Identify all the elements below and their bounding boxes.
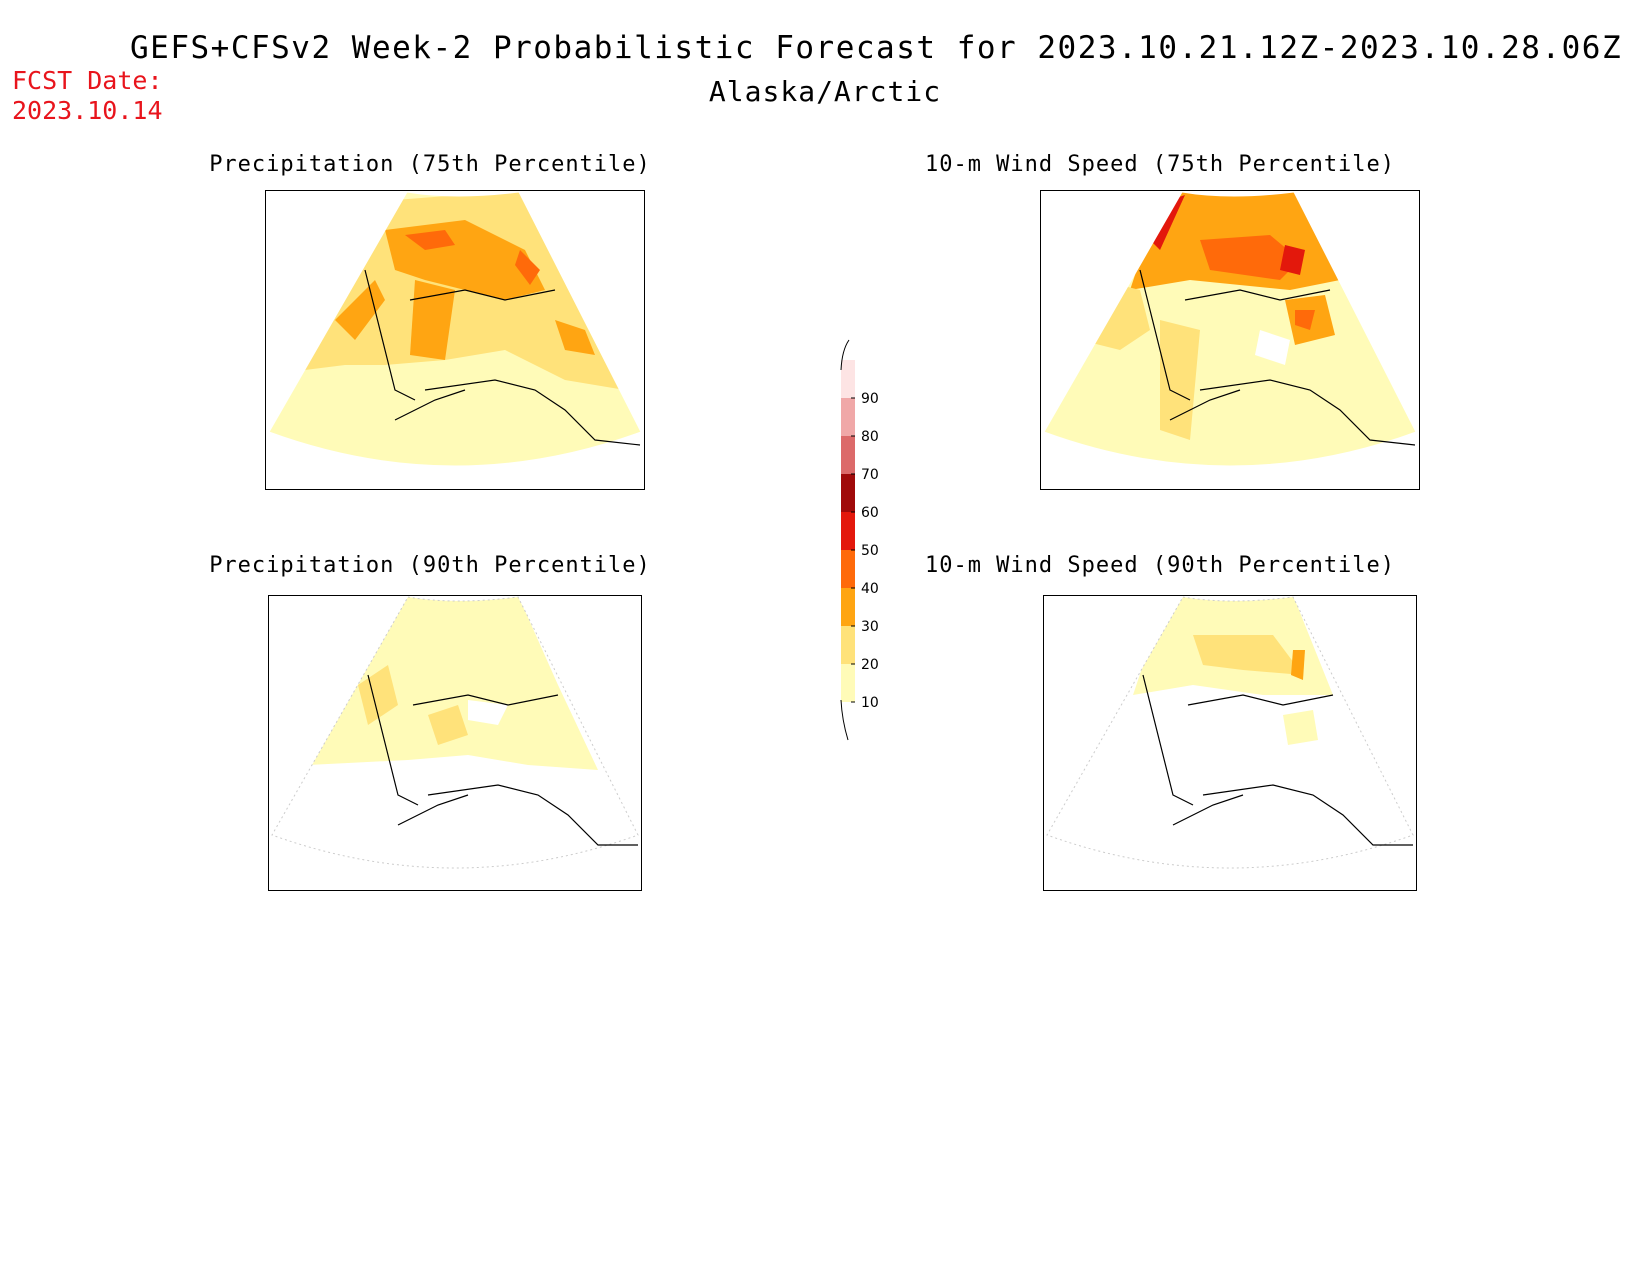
map-wind-90 bbox=[1043, 595, 1417, 891]
colorbar-segment bbox=[841, 436, 855, 474]
map-wind-75 bbox=[1040, 190, 1420, 490]
colorbar-segment bbox=[841, 474, 855, 512]
panel-title-precip-75: Precipitation (75th Percentile) bbox=[209, 152, 651, 177]
forecast-date: FCST Date: 2023.10.14 bbox=[12, 66, 163, 125]
map-precip-90 bbox=[268, 595, 642, 891]
colorbar-label: 50 bbox=[861, 543, 879, 559]
colorbar-label: 70 bbox=[861, 467, 879, 483]
colorbar-label: 60 bbox=[861, 505, 879, 521]
panel-title-wind-90: 10-m Wind Speed (90th Percentile) bbox=[924, 553, 1396, 578]
colorbar-label: 30 bbox=[861, 619, 879, 635]
colorbar: 10 20 30 40 50 60 70 80 90 bbox=[840, 339, 879, 741]
colorbar-label: 80 bbox=[861, 429, 879, 445]
colorbar-segment bbox=[841, 398, 855, 436]
panel-title-precip-90: Precipitation (90th Percentile) bbox=[209, 553, 651, 578]
colorbar-segment bbox=[841, 664, 855, 702]
colorbar-segment bbox=[841, 550, 855, 588]
colorbar-label: 20 bbox=[861, 657, 879, 673]
colorbar-segment bbox=[841, 626, 855, 664]
figure-title: GEFS+CFSv2 Week-2 Probabilistic Forecast… bbox=[130, 30, 1623, 66]
colorbar-label: 90 bbox=[861, 391, 879, 407]
colorbar-segment bbox=[841, 512, 855, 550]
colorbar-segment bbox=[841, 588, 855, 626]
colorbar-segment bbox=[841, 360, 855, 398]
map-precip-75 bbox=[265, 190, 645, 490]
figure-subtitle: Alaska/Arctic bbox=[708, 75, 942, 108]
colorbar-label: 40 bbox=[861, 581, 879, 597]
panel-title-wind-75: 10-m Wind Speed (75th Percentile) bbox=[924, 152, 1396, 177]
colorbar-label: 10 bbox=[861, 695, 879, 711]
